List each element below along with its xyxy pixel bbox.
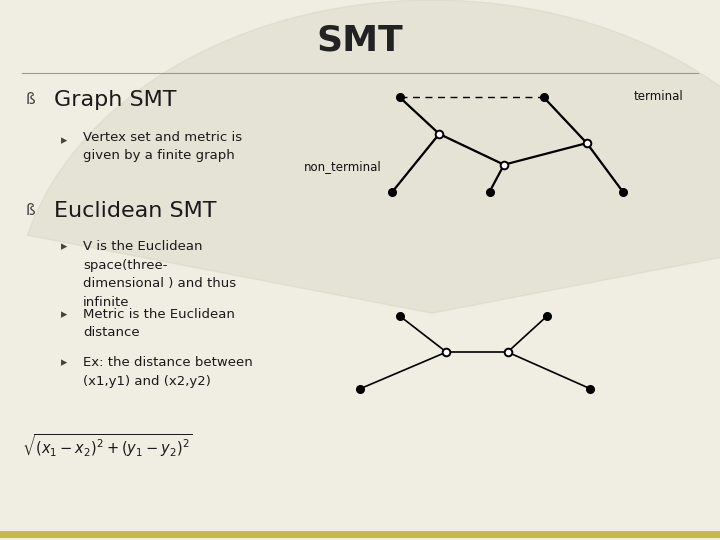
Text: $\sqrt{(x_1 - x_2)^2 + (y_1 - y_2)^2}$: $\sqrt{(x_1 - x_2)^2 + (y_1 - y_2)^2}$ bbox=[22, 433, 192, 458]
Text: ▸: ▸ bbox=[61, 134, 68, 147]
Text: Euclidean SMT: Euclidean SMT bbox=[54, 200, 217, 221]
Text: Vertex set and metric is
given by a finite graph: Vertex set and metric is given by a fini… bbox=[83, 131, 242, 162]
Text: Ex: the distance between
(x1,y1) and (x2,y2): Ex: the distance between (x1,y1) and (x2… bbox=[83, 356, 253, 388]
Text: Metric is the Euclidean
distance: Metric is the Euclidean distance bbox=[83, 308, 235, 339]
Text: ß: ß bbox=[25, 92, 35, 107]
Text: SMT: SMT bbox=[317, 24, 403, 57]
Polygon shape bbox=[27, 0, 720, 313]
Text: ß: ß bbox=[25, 203, 35, 218]
Text: terminal: terminal bbox=[634, 90, 683, 103]
Text: ▸: ▸ bbox=[61, 308, 68, 321]
Text: Graph SMT: Graph SMT bbox=[54, 90, 176, 110]
Text: V is the Euclidean
space(three-
dimensional ) and thus
infinite: V is the Euclidean space(three- dimensio… bbox=[83, 240, 236, 309]
Text: ▸: ▸ bbox=[61, 356, 68, 369]
Text: non_terminal: non_terminal bbox=[304, 160, 382, 173]
Text: ▸: ▸ bbox=[61, 240, 68, 253]
